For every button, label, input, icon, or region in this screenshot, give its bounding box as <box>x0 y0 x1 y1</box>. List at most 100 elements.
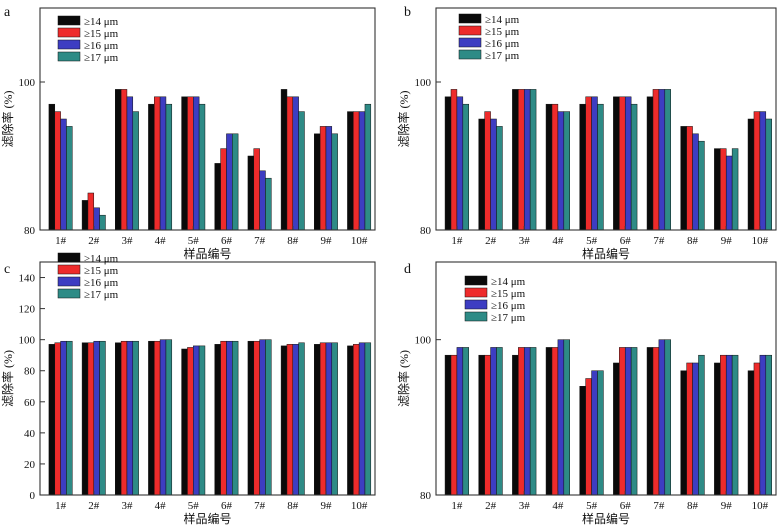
bar <box>444 96 452 231</box>
bar <box>557 339 565 496</box>
legend-label: ≥17 μm <box>491 312 526 324</box>
bar <box>680 126 687 231</box>
bar <box>347 111 354 231</box>
y-tick-label: 80 <box>420 490 432 502</box>
bar <box>664 89 671 231</box>
bar <box>731 148 739 231</box>
x-tick-label: 5# <box>586 235 598 247</box>
bar <box>747 370 755 496</box>
bar <box>456 347 464 496</box>
bar <box>759 354 767 496</box>
bar <box>585 96 592 231</box>
x-tick-label: 8# <box>287 500 299 512</box>
bar <box>591 370 598 496</box>
bar <box>259 170 266 231</box>
x-tick-label: 8# <box>687 500 699 512</box>
bar <box>319 342 327 496</box>
x-tick-label: 9# <box>721 500 733 512</box>
bar <box>664 339 671 496</box>
bar <box>523 89 531 231</box>
x-tick-label: 7# <box>653 500 665 512</box>
bar <box>66 126 73 231</box>
panel-letter: c <box>4 262 10 277</box>
legend: ≥14 μm≥15 μm≥16 μm≥17 μm <box>57 252 119 301</box>
bar <box>358 111 366 231</box>
bar <box>220 148 227 231</box>
legend-label: ≥16 μm <box>485 38 520 50</box>
bar <box>630 347 638 496</box>
x-tick-label: 3# <box>519 235 531 247</box>
x-tick-label: 8# <box>687 235 699 247</box>
bar <box>126 96 134 231</box>
x-tick-label: 2# <box>485 500 497 512</box>
legend: ≥14 μm≥15 μm≥16 μm≥17 μm <box>458 13 520 62</box>
panel-letter: d <box>404 262 411 277</box>
x-tick-label: 1# <box>451 235 463 247</box>
bar <box>585 378 592 496</box>
bar <box>154 340 161 496</box>
bar <box>646 96 654 231</box>
bar <box>478 354 485 496</box>
x-axis-title: 样品编号 <box>183 246 231 261</box>
bar <box>99 340 106 496</box>
bar <box>512 354 519 496</box>
legend-swatch <box>464 311 488 322</box>
bar <box>720 148 727 231</box>
legend-swatch <box>57 276 81 287</box>
x-tick-label: 3# <box>519 500 531 512</box>
bar <box>347 345 354 496</box>
x-tick-label: 9# <box>721 235 733 247</box>
bar <box>714 148 721 231</box>
legend-swatch <box>464 275 488 286</box>
bar <box>686 126 693 231</box>
x-tick-label: 6# <box>620 235 632 247</box>
legend-label: ≥14 μm <box>491 276 526 288</box>
bar <box>450 354 458 496</box>
y-tick-label: 100 <box>415 335 432 347</box>
bar <box>753 111 761 231</box>
bar <box>619 96 626 231</box>
x-tick-label: 8# <box>287 235 299 247</box>
bar <box>60 118 67 231</box>
bar <box>765 354 772 496</box>
bar <box>54 111 61 231</box>
x-tick-label: 10# <box>752 500 769 512</box>
y-tick-label: 100 <box>19 335 36 347</box>
bar <box>331 342 338 496</box>
bar <box>292 96 299 231</box>
bar <box>181 348 188 496</box>
x-tick-label: 4# <box>552 235 564 247</box>
bar <box>698 354 705 496</box>
bar <box>358 342 366 496</box>
legend-label: ≥14 μm <box>84 253 119 265</box>
bar <box>456 96 464 231</box>
bar <box>181 96 188 231</box>
bar <box>247 340 255 496</box>
x-tick-label: 5# <box>586 500 598 512</box>
x-tick-label: 5# <box>188 235 200 247</box>
x-axis-title: 样品编号 <box>183 511 231 526</box>
bar <box>725 155 733 231</box>
bar <box>81 342 89 496</box>
x-tick-label: 4# <box>155 500 167 512</box>
bar <box>87 342 95 496</box>
x-tick-label: 10# <box>752 235 769 247</box>
x-tick-label: 6# <box>221 235 233 247</box>
bar <box>563 339 571 496</box>
legend-swatch <box>458 13 482 24</box>
bar <box>319 126 327 231</box>
bar <box>132 111 139 231</box>
bar <box>314 344 321 496</box>
bar <box>220 340 227 496</box>
bar <box>753 362 761 496</box>
legend-swatch <box>464 299 488 310</box>
bar <box>193 345 200 496</box>
y-tick-label: 140 <box>19 273 36 285</box>
bar <box>331 133 338 231</box>
bar <box>66 340 73 496</box>
bar <box>93 207 100 231</box>
bar <box>198 345 206 496</box>
legend-label: ≥15 μm <box>491 288 526 300</box>
bar <box>529 89 537 231</box>
